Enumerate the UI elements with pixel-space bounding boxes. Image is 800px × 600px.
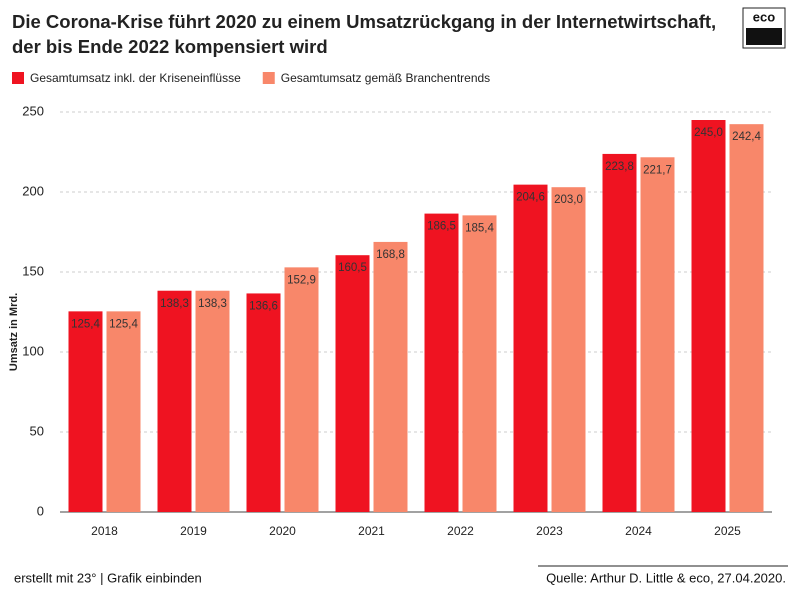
legend-swatch [262,72,275,84]
bar [246,293,281,512]
y-tick-label: 50 [30,423,44,438]
data-label: 185,4 [465,222,494,234]
legend-swatch [12,72,24,84]
bar [106,311,141,512]
bar [68,311,103,512]
bar [513,184,548,512]
data-label: 152,9 [287,274,316,286]
bar [157,290,192,512]
bar [284,267,319,512]
data-label: 223,8 [605,161,634,173]
x-tick-label: 2019 [180,524,207,538]
data-label: 203,0 [554,194,583,206]
bar [424,213,459,512]
data-label: 245,0 [694,127,723,139]
bar [551,187,586,512]
bar [335,255,370,512]
logo-text: eco [753,9,775,24]
bar [373,241,408,513]
bar [462,215,497,513]
y-tick-label: 200 [22,183,44,198]
data-label: 138,3 [198,298,227,310]
data-label: 125,4 [71,318,100,330]
x-tick-label: 2022 [447,524,474,538]
bar [602,153,637,513]
y-tick-label: 250 [22,103,44,118]
data-label: 168,8 [376,249,405,261]
x-tick-label: 2018 [91,524,118,538]
footer-left: erstellt mit 23° | Grafik einbinden [14,570,202,585]
x-tick-label: 2023 [536,524,563,538]
x-tick-label: 2021 [358,524,385,538]
y-tick-label: 100 [22,343,44,358]
legend-label: Gesamtumsatz inkl. der Kriseneinflüsse [30,71,241,85]
data-label: 186,5 [427,221,456,233]
chart-title: Die Corona-Krise führt 2020 zu einem Ums… [12,11,717,57]
data-label: 221,7 [643,164,672,176]
source: Quelle: Arthur D. Little & eco, 27.04.20… [546,570,786,585]
data-label: 138,3 [160,298,189,310]
y-axis-label: Umsatz in Mrd. [8,293,20,371]
data-label: 160,5 [338,262,367,274]
bar [195,290,230,512]
data-label: 242,4 [732,131,761,143]
data-label: 204,6 [516,192,545,204]
logo-band [746,28,782,45]
x-tick-label: 2020 [269,524,296,538]
data-label: 136,6 [249,300,278,312]
bar [729,124,764,512]
y-tick-label: 150 [22,263,44,278]
x-tick-label: 2025 [714,524,741,538]
x-tick-label: 2024 [625,524,652,538]
y-tick-label: 0 [37,503,44,518]
bar [691,120,726,512]
legend-label: Gesamtumsatz gemäß Branchentrends [281,71,490,85]
data-label: 125,4 [109,318,138,330]
bar [640,157,675,512]
